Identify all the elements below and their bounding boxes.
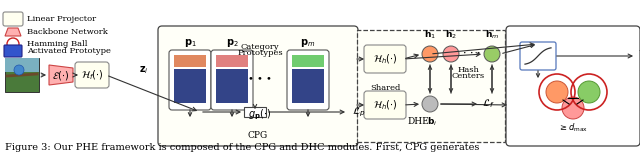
Text: $\mathbf{h}_m$: $\mathbf{h}_m$ bbox=[485, 28, 499, 41]
Circle shape bbox=[546, 81, 568, 103]
FancyBboxPatch shape bbox=[364, 45, 406, 73]
Circle shape bbox=[7, 38, 19, 50]
Text: $\mathcal{L}_c$: $\mathcal{L}_c$ bbox=[638, 41, 640, 55]
Text: $\mathbf{h}_2$: $\mathbf{h}_2$ bbox=[445, 28, 457, 41]
Text: Backbone Network: Backbone Network bbox=[27, 28, 108, 36]
FancyBboxPatch shape bbox=[158, 26, 358, 146]
Text: DHE: DHE bbox=[407, 118, 429, 126]
Text: $\mathcal{H}_h(\cdot)$: $\mathcal{H}_h(\cdot)$ bbox=[372, 98, 397, 112]
Bar bbox=[292, 55, 324, 67]
Text: $\mathcal{L}_p$: $\mathcal{L}_p$ bbox=[352, 105, 365, 119]
Text: Figure 3: Our PHE framework is composed of the CPG and DHC modules. First, CPG g: Figure 3: Our PHE framework is composed … bbox=[5, 144, 479, 152]
Text: Hamming Ball: Hamming Ball bbox=[27, 40, 88, 48]
Text: $\mathbf{p}_1$: $\mathbf{p}_1$ bbox=[184, 37, 196, 49]
Text: $\mathcal{H}_f(\cdot)$: $\mathcal{H}_f(\cdot)$ bbox=[81, 68, 104, 82]
Circle shape bbox=[484, 46, 500, 62]
Text: CPG: CPG bbox=[248, 132, 268, 140]
Polygon shape bbox=[5, 28, 21, 36]
FancyBboxPatch shape bbox=[3, 12, 23, 26]
FancyBboxPatch shape bbox=[506, 26, 640, 146]
FancyBboxPatch shape bbox=[364, 91, 406, 119]
FancyBboxPatch shape bbox=[75, 62, 109, 88]
FancyBboxPatch shape bbox=[287, 50, 329, 110]
Bar bbox=[5, 58, 39, 92]
Text: $\mathbf{h}_1$: $\mathbf{h}_1$ bbox=[424, 28, 436, 41]
Text: $g_\mathbf{p}(\cdot)$: $g_\mathbf{p}(\cdot)$ bbox=[248, 108, 271, 122]
Text: $\mathbf{b}_i$: $\mathbf{b}_i$ bbox=[427, 116, 437, 128]
Circle shape bbox=[422, 96, 438, 112]
Text: $\mathcal{L}_f$: $\mathcal{L}_f$ bbox=[482, 98, 495, 110]
Text: Linear Projector: Linear Projector bbox=[27, 15, 96, 23]
Text: Hash: Hash bbox=[457, 66, 479, 74]
FancyBboxPatch shape bbox=[4, 45, 22, 57]
Text: Category: Category bbox=[241, 43, 279, 51]
Text: Activated Prototype: Activated Prototype bbox=[27, 47, 111, 55]
Text: Centers: Centers bbox=[451, 72, 484, 80]
Circle shape bbox=[443, 46, 459, 62]
FancyBboxPatch shape bbox=[520, 42, 556, 70]
Bar bbox=[357, 30, 505, 142]
Text: $\mathcal{H}_h(\cdot)$: $\mathcal{H}_h(\cdot)$ bbox=[372, 52, 397, 66]
Bar bbox=[244, 107, 266, 117]
Bar bbox=[5, 58, 39, 72]
Circle shape bbox=[14, 65, 24, 75]
Text: $\mathcal{E}(\cdot)$: $\mathcal{E}(\cdot)$ bbox=[52, 69, 70, 81]
Text: · · ·: · · · bbox=[463, 49, 481, 59]
Bar bbox=[292, 69, 324, 103]
Text: $\geq d_{\max}$: $\geq d_{\max}$ bbox=[558, 122, 588, 134]
Text: $\mathbf{z}_i$: $\mathbf{z}_i$ bbox=[139, 64, 148, 76]
Circle shape bbox=[422, 46, 438, 62]
Text: Prototypes: Prototypes bbox=[237, 49, 283, 57]
Bar bbox=[216, 55, 248, 67]
FancyBboxPatch shape bbox=[169, 50, 211, 110]
Text: • • •: • • • bbox=[248, 75, 272, 85]
Bar bbox=[174, 69, 206, 103]
Circle shape bbox=[562, 97, 584, 119]
FancyBboxPatch shape bbox=[211, 50, 253, 110]
Text: Shared: Shared bbox=[370, 84, 400, 92]
Circle shape bbox=[578, 81, 600, 103]
Bar bbox=[216, 69, 248, 103]
Text: $\mathbf{p}_2$: $\mathbf{p}_2$ bbox=[226, 37, 238, 49]
Polygon shape bbox=[49, 65, 73, 85]
Bar bbox=[174, 55, 206, 67]
Text: $\mathbf{p}_m$: $\mathbf{p}_m$ bbox=[300, 37, 316, 49]
